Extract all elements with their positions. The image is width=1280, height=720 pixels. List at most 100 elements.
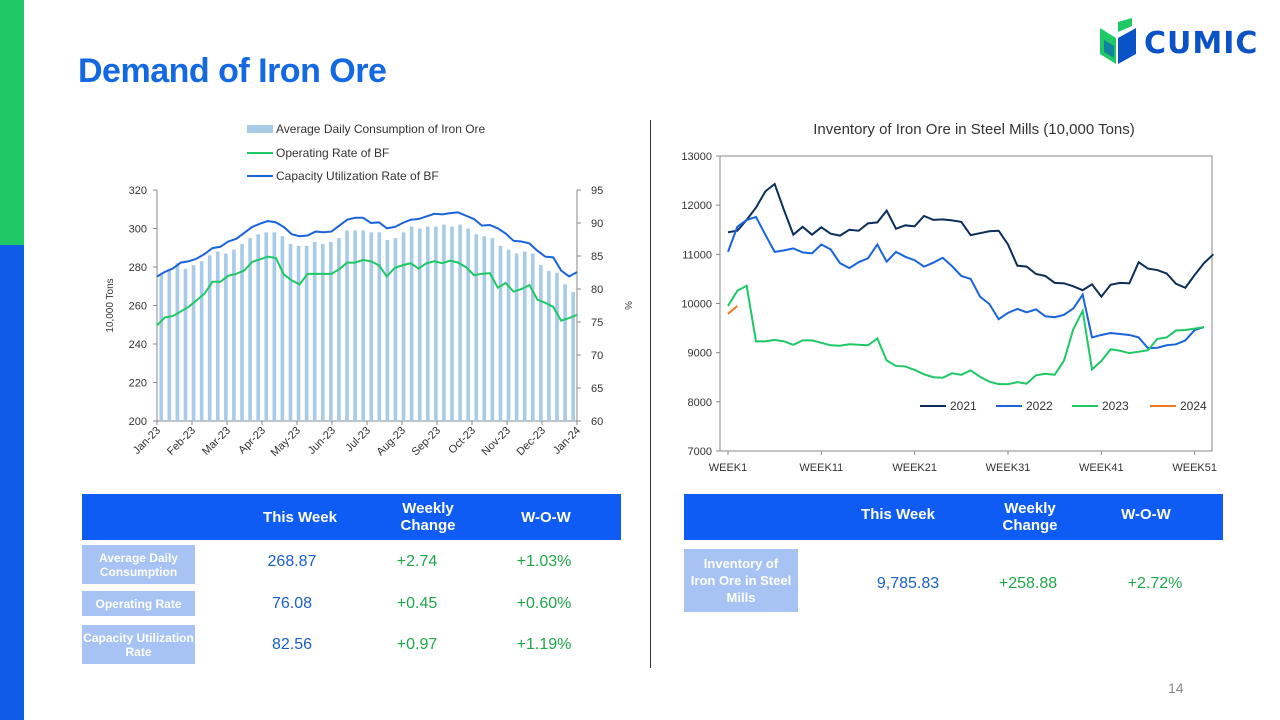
avg-consumption-weekly-change: +2.74 xyxy=(396,553,438,570)
operating-rate-weekly-change: +0.45 xyxy=(396,595,438,612)
legend-label-operating: Operating Rate of BF xyxy=(276,146,389,160)
consumption-bar xyxy=(248,238,252,421)
inventory-weekly-change: +258.88 xyxy=(998,575,1058,592)
consumption-bar xyxy=(312,241,317,421)
consumption-bar xyxy=(207,255,212,421)
legend-label-2023: 2023 xyxy=(1102,399,1129,413)
legend-label-capacity: Capacity Utilization Rate of BF xyxy=(276,169,439,183)
capacity-utilization-line xyxy=(156,211,578,278)
consumption-bar xyxy=(466,228,470,421)
vertical-divider xyxy=(650,120,651,668)
row-label-capacity-utilization: Capacity Utilization Rate xyxy=(82,625,195,664)
right-chart-y-tick-label: 8000 xyxy=(688,397,712,409)
capacity-utilization-wow: +1.19% xyxy=(516,636,572,653)
consumption-bar xyxy=(393,238,398,421)
legend-label-2021: 2021 xyxy=(950,399,977,413)
consumption-bar xyxy=(353,230,357,421)
left-chart-y-tick-label: 280 xyxy=(129,262,147,274)
left-chart-x-tick-label: Sep-23 xyxy=(410,425,444,459)
consumption-bar xyxy=(329,241,333,421)
left-chart-y2-tick-label: 80 xyxy=(591,284,603,296)
left-chart-y-tick-label: 240 xyxy=(129,339,147,351)
inventory-line-2021 xyxy=(727,182,1215,299)
left-chart-x-tick-label: Jan-23 xyxy=(131,425,163,457)
consumption-bar xyxy=(240,243,244,421)
left-chart-x-tick-label: Mar-23 xyxy=(200,425,233,458)
consumption-bar xyxy=(385,240,390,421)
capacity-utilization-weekly-change: +0.97 xyxy=(396,636,438,653)
right-chart-y-tick-label: 9000 xyxy=(688,348,712,360)
capacity-utilization-this-week: 82.56 xyxy=(271,636,313,653)
left-chart-x-tick-label: Dec-23 xyxy=(515,425,549,459)
legend-label-2022: 2022 xyxy=(1026,399,1053,413)
right-chart-y-tick-label: 10000 xyxy=(681,299,712,311)
right-chart-x-tick-label: WEEK41 xyxy=(1079,462,1124,474)
consumption-bar xyxy=(191,265,196,421)
left-header-weekly-change: Weekly Change xyxy=(400,500,456,534)
left-accent-bar-green xyxy=(0,0,24,245)
right-chart-title: Inventory of Iron Ore in Steel Mills (10… xyxy=(813,121,1135,138)
right-chart-x-tick-label: WEEK1 xyxy=(709,462,748,474)
consumption-bar xyxy=(563,284,567,421)
left-chart-y2-tick-label: 60 xyxy=(591,416,603,428)
row-label-inventory: Inventory of Iron Ore in Steel Mills xyxy=(684,549,798,612)
consumption-bar xyxy=(345,230,349,421)
left-chart-y-tick-label: 200 xyxy=(129,416,147,428)
left-chart-y2-tick-label: 95 xyxy=(591,185,603,197)
left-table-header: This Week Weekly Change W-O-W xyxy=(82,494,621,540)
consumption-bar xyxy=(159,274,164,421)
consumption-bar xyxy=(304,245,309,421)
consumption-bar xyxy=(417,228,422,421)
consumption-bar xyxy=(175,263,180,421)
consumption-bar xyxy=(256,234,260,421)
consumption-bar xyxy=(434,226,438,421)
left-header-wow: W-O-W xyxy=(521,509,571,526)
consumption-bar xyxy=(337,238,341,421)
consumption-bar xyxy=(547,270,551,421)
operating-rate-this-week: 76.08 xyxy=(271,595,313,612)
left-chart-y2-tick-label: 65 xyxy=(591,383,603,395)
inventory-chart: Inventory of Iron Ore in Steel Mills (10… xyxy=(681,121,1217,474)
left-chart-y-tick-label: 320 xyxy=(129,185,147,197)
left-chart-x-tick-label: Nov-23 xyxy=(480,425,514,459)
operating-rate-line xyxy=(156,255,578,327)
cumic-logo-icon xyxy=(1100,18,1136,64)
consumption-bar xyxy=(474,234,479,421)
consumption-bar xyxy=(458,224,462,421)
consumption-bar xyxy=(361,230,365,421)
consumption-bar xyxy=(498,245,503,421)
left-chart-x-tick-label: Apr-23 xyxy=(236,425,268,457)
legend-label-consumption: Average Daily Consumption of Iron Ore xyxy=(276,122,486,136)
right-chart-y-tick-label: 13000 xyxy=(681,151,712,163)
consumption-bar xyxy=(482,236,487,421)
left-chart-y-tick-label: 300 xyxy=(129,224,147,236)
consumption-bar xyxy=(490,238,495,421)
consumption-bar xyxy=(320,243,325,421)
right-chart-x-tick-label: WEEK21 xyxy=(892,462,937,474)
left-chart-y2-tick-label: 70 xyxy=(591,350,603,362)
consumption-bar xyxy=(224,253,228,421)
consumption-bar xyxy=(377,232,382,421)
inventory-line-2023 xyxy=(727,284,1205,386)
inventory-wow: +2.72% xyxy=(1127,575,1183,592)
left-chart-y2-tick-label: 85 xyxy=(591,251,603,263)
left-header-this-week: This Week xyxy=(263,509,337,526)
page-number: 14 xyxy=(1168,680,1184,696)
consumption-bar xyxy=(522,251,527,421)
left-chart-x-tick-label: Feb-23 xyxy=(165,425,198,458)
row-label-avg-daily-consumption: Average Daily Consumption xyxy=(82,545,195,584)
consumption-bar xyxy=(409,226,414,421)
consumption-bar xyxy=(539,265,543,421)
inventory-this-week: 9,785.83 xyxy=(876,575,940,592)
right-chart-x-tick-label: WEEK11 xyxy=(799,462,843,474)
page-title: Demand of Iron Ore xyxy=(78,52,387,90)
right-header-wow: W-O-W xyxy=(1121,506,1171,523)
consumption-bar xyxy=(530,253,535,421)
left-chart-x-tick-label: May-23 xyxy=(269,425,303,459)
logo-text: CUMIC xyxy=(1144,25,1259,61)
consumption-bar xyxy=(167,268,172,421)
consumption-bar xyxy=(183,268,188,421)
consumption-bar xyxy=(514,253,519,421)
left-chart-x-tick-label: Aug-23 xyxy=(375,425,409,459)
consumption-bar xyxy=(199,261,204,421)
